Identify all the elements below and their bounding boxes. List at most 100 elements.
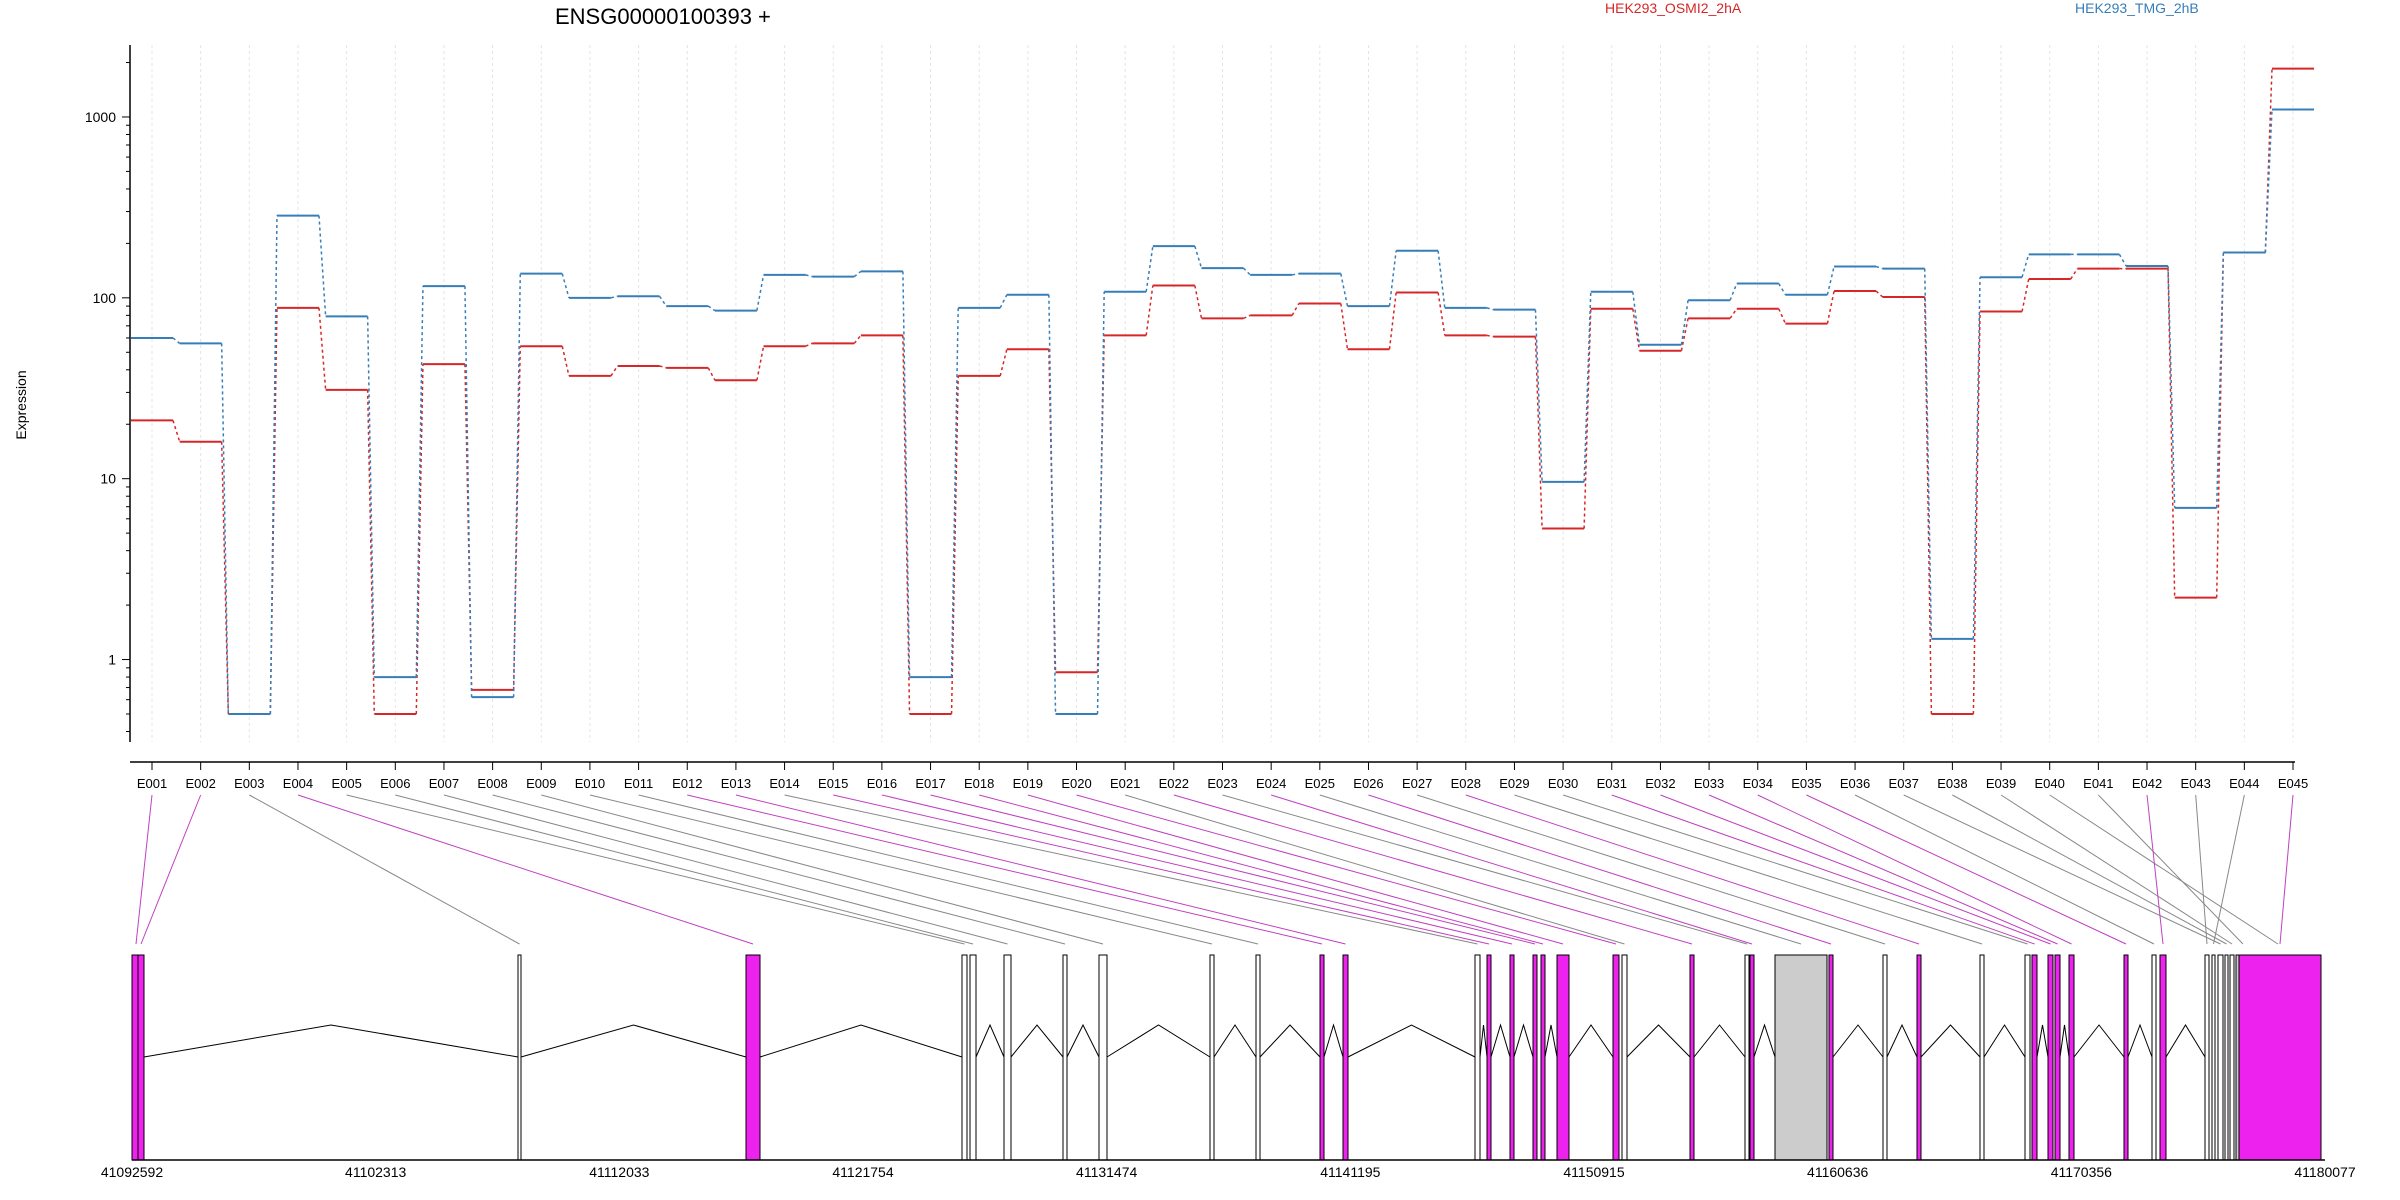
series-connector (999, 349, 1008, 377)
x-tick-label: E019 (1013, 776, 1043, 791)
series-connector (1632, 291, 1641, 345)
intron-line (1568, 1024, 1614, 1058)
series-connector (2070, 268, 2078, 280)
exon-connector (2213, 794, 2245, 945)
x-tick-label: E043 (2180, 776, 2210, 791)
genome-coord-label: 41150915 (1563, 1164, 1624, 1180)
exon-block (1689, 954, 1695, 1161)
intron-line (1753, 1023, 1776, 1058)
exon-block (1342, 954, 1349, 1161)
series-connector (1437, 292, 1446, 336)
legend-series-2: HEK293_TMG_2hB (2075, 0, 2199, 16)
series-connector (2167, 265, 2176, 508)
series-connector (1194, 285, 1203, 319)
exon-connector (881, 794, 1513, 945)
intron-line (1544, 1024, 1558, 1058)
series-layer (131, 67, 2314, 715)
exon-connector (2195, 794, 2208, 945)
x-tick-label: E021 (1110, 776, 1140, 791)
x-tick-label: E020 (1061, 776, 1091, 791)
intron-line (1693, 1024, 1746, 1058)
series-connector (2264, 68, 2273, 253)
genome-coord-label: 41160636 (1807, 1164, 1868, 1180)
x-tick-label: E037 (1889, 776, 1919, 791)
series-connector (220, 441, 230, 715)
series-connector (1388, 292, 1397, 350)
series-connector (1486, 334, 1494, 338)
exon-connector (1562, 794, 2028, 945)
series-connector (318, 215, 327, 317)
x-tick-label: E041 (2083, 776, 2113, 791)
exon-connector (1757, 794, 2072, 945)
x-tick-label: E040 (2035, 776, 2065, 791)
series-connector (1875, 265, 1883, 270)
exon-connector (297, 794, 754, 945)
series-connector (1826, 266, 1835, 295)
exon-block (2224, 954, 2229, 1161)
x-tick-label: E025 (1305, 776, 1335, 791)
x-tick-label: E015 (818, 776, 848, 791)
intron-line (1920, 1024, 1981, 1058)
exon-block (2159, 954, 2167, 1161)
exon-connector (492, 794, 1066, 945)
series-connector (950, 307, 959, 678)
intron-line (1626, 1024, 1691, 1058)
series-connector (610, 295, 618, 299)
exon-connector (930, 794, 1536, 945)
y-tick-label: 100 (93, 290, 117, 306)
exon-block (1098, 954, 1108, 1161)
intron-line (2073, 1024, 2125, 1058)
series-connector (1632, 308, 1641, 351)
exon-connector (1368, 794, 1832, 945)
series-connector (805, 274, 813, 278)
exon-connector (1514, 794, 1983, 945)
intron-line (759, 1024, 963, 1058)
exon-connector (979, 794, 1544, 945)
x-tick-label: E038 (1937, 776, 1967, 791)
exon-block (1774, 954, 1828, 1161)
exon-connector (1611, 794, 2035, 945)
genome-coord-label: 41121754 (832, 1164, 893, 1180)
exon-connector (1271, 794, 1753, 945)
intron-line (1490, 1023, 1511, 1058)
exon-block (2217, 954, 2224, 1161)
exon-connector (833, 794, 1490, 945)
series-connector (1194, 245, 1203, 269)
exon-connector (2098, 794, 2244, 945)
exon-connector (1854, 794, 2155, 945)
exon-connector (140, 794, 202, 945)
x-tick-label: E010 (575, 776, 605, 791)
series-connector (756, 346, 765, 381)
x-tick-label: E030 (1548, 776, 1578, 791)
exon-block (1486, 954, 1492, 1161)
intron-line (1323, 1023, 1344, 1058)
series-connector (707, 305, 716, 312)
series-connector (1048, 294, 1057, 714)
exon-block (2229, 954, 2235, 1161)
exon-connector (589, 794, 1213, 945)
x-tick-label: E023 (1207, 776, 1237, 791)
exon-connector (346, 794, 965, 945)
exon-connector (541, 794, 1104, 945)
x-tick-label: E007 (429, 776, 459, 791)
series-connector (610, 365, 619, 377)
series-connector (950, 375, 959, 714)
exon-block (745, 954, 761, 1161)
genome-coord-label: 41131474 (1076, 1164, 1137, 1180)
x-tick-label: E014 (769, 776, 799, 791)
exon-connector (687, 794, 1323, 945)
series-connector (512, 273, 522, 698)
gene-model: 41092592 41102313 41112033 41121754 41131474… (101, 794, 2356, 1180)
x-tick-label: E036 (1840, 776, 1870, 791)
intron-line (975, 1023, 1005, 1058)
exon-connector (1903, 794, 2221, 945)
genome-coord-label: 41102313 (345, 1164, 406, 1180)
series-connector (269, 215, 278, 714)
exon-connector (2146, 794, 2164, 945)
series-connector (1680, 300, 1689, 345)
intron-line (1259, 1024, 1321, 1058)
exon-block (1744, 954, 1750, 1161)
series-connector (2215, 252, 2225, 508)
series-connector (756, 274, 765, 311)
series-connector (1388, 250, 1397, 307)
